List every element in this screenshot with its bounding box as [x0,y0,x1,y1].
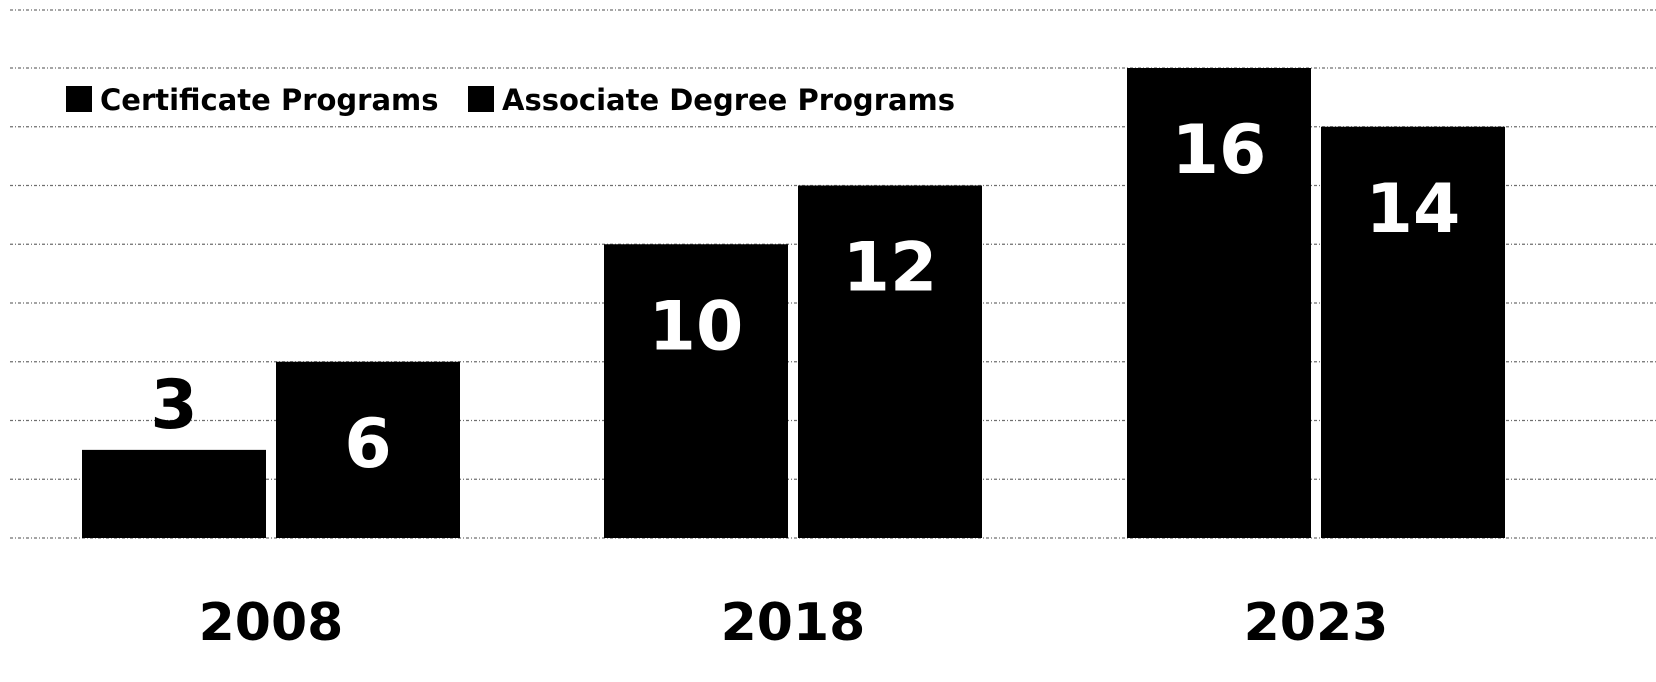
legend: Certificate Programs Associate Degree Pr… [66,83,955,117]
legend-label-certificate: Certificate Programs [100,83,439,117]
bar-2008-certificate [82,449,266,538]
data-label-2008-associate: 6 [344,405,391,484]
data-label-2018-associate: 12 [843,229,938,308]
legend-swatch-associate [468,86,494,112]
bar-2023-certificate [1127,68,1311,538]
bar-2018-certificate [604,244,788,538]
bar-2023-associate [1321,126,1505,538]
data-label-2018-certificate: 10 [649,287,744,366]
legend-swatch-certificate [66,86,92,112]
x-tick-2008: 2008 [199,593,344,653]
bar-2018-associate [798,185,982,538]
x-axis-ticks: 2008 2018 2023 [199,593,1389,653]
x-tick-2023: 2023 [1244,593,1389,653]
data-label-2023-certificate: 16 [1172,111,1267,190]
legend-label-associate: Associate Degree Programs [502,83,955,117]
data-label-2008-certificate: 3 [150,366,197,445]
x-tick-2018: 2018 [721,593,866,653]
bars [82,68,1505,538]
data-label-2023-associate: 14 [1366,170,1461,249]
data-labels: 3 6 10 12 16 14 [150,111,1460,484]
bar-2008-associate [276,361,460,538]
